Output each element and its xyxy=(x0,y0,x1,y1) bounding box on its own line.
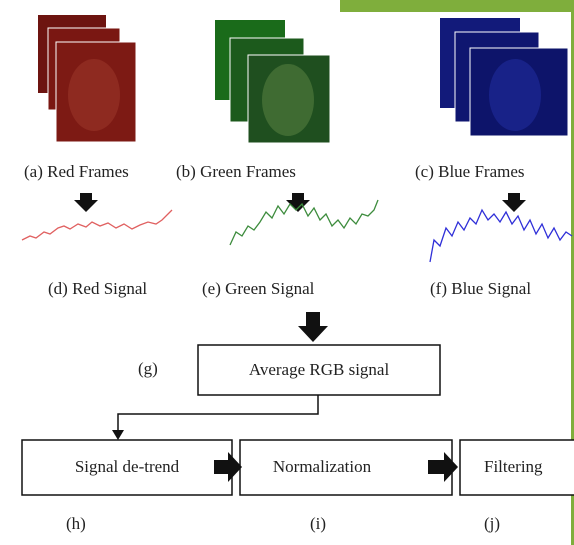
frame-label: (c) Blue Frames xyxy=(415,162,525,181)
figure: (a) Red Frames (b) Green Frames (c) Blue… xyxy=(0,0,574,545)
step-tag: (i) xyxy=(310,514,326,533)
frame-label: (a) Red Frames xyxy=(24,162,129,181)
green-frames xyxy=(215,20,330,143)
step-label: Normalization xyxy=(273,457,372,476)
signal-label: (d) Red Signal xyxy=(48,279,147,298)
red-frames xyxy=(38,15,136,142)
step-tag: (j) xyxy=(484,514,500,533)
frame-label: (b) Green Frames xyxy=(176,162,296,181)
step-label: Filtering xyxy=(484,457,543,476)
signal-label: (e) Green Signal xyxy=(202,279,315,298)
step-tag: (h) xyxy=(66,514,86,533)
signal-label: (f) Blue Signal xyxy=(430,279,531,298)
down-arrows xyxy=(74,193,526,212)
red-signal xyxy=(22,210,172,240)
header-bar xyxy=(340,0,574,12)
green-signal xyxy=(230,200,378,245)
step-label: Signal de-trend xyxy=(75,457,180,476)
step-tag: (g) xyxy=(138,359,158,378)
blue-signal xyxy=(430,210,572,262)
average-label: Average RGB signal xyxy=(249,360,390,379)
connector-head xyxy=(112,430,124,440)
arrow xyxy=(298,312,328,342)
connector xyxy=(118,395,318,432)
blue-frames xyxy=(440,18,568,136)
